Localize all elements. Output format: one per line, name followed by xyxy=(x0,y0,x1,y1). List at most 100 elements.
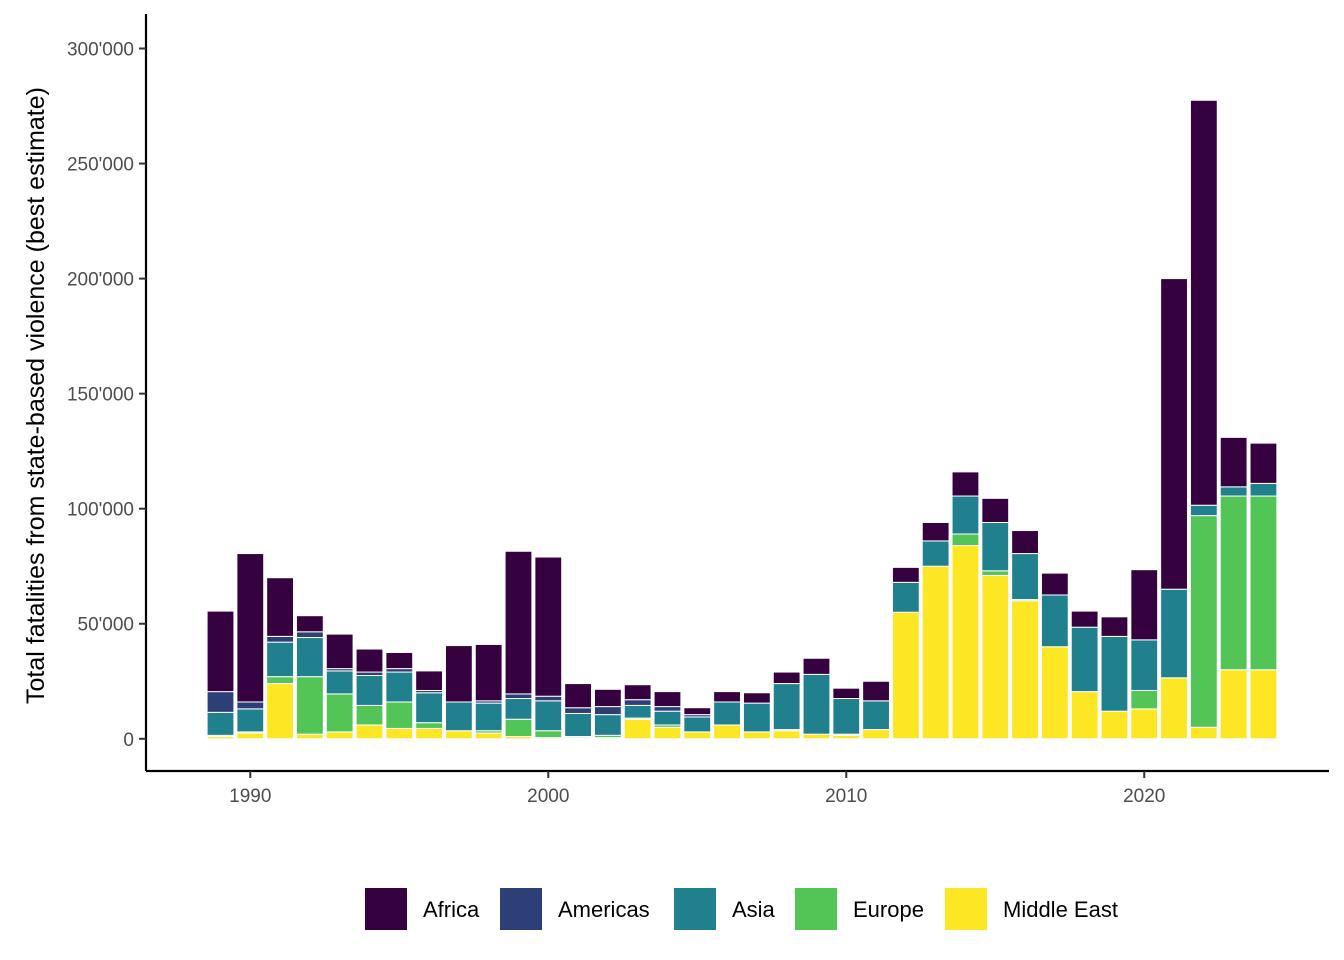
bar-africa-2018 xyxy=(1070,610,1099,628)
x-tick-label: 2010 xyxy=(825,786,867,807)
x-axis-ticks: 1990 2000 2010 2020 xyxy=(229,771,1165,807)
bar-asia-2023 xyxy=(1219,486,1248,497)
bar-middle-east-1991 xyxy=(266,683,294,740)
bar-middle-east-2015 xyxy=(981,574,1010,740)
x-tick-label: 2000 xyxy=(527,786,569,807)
bar-africa-2007 xyxy=(742,692,771,704)
bar-americas-2002 xyxy=(593,706,622,716)
bar-middle-east-2006 xyxy=(713,724,741,740)
legend-swatch-asia xyxy=(674,888,716,930)
bar-middle-east-1997 xyxy=(444,730,473,740)
bar-asia-2011 xyxy=(862,700,890,731)
bar-asia-1999 xyxy=(504,698,533,720)
legend-swatch-middle-east xyxy=(945,888,987,930)
bar-americas-2003 xyxy=(623,699,652,706)
bar-middle-east-1996 xyxy=(415,727,443,740)
bar-asia-2012 xyxy=(891,581,920,613)
y-tick-label: 50'000 xyxy=(78,615,134,636)
bar-asia-2019 xyxy=(1100,635,1129,712)
bar-americas-2000 xyxy=(534,695,563,702)
legend: Africa Americas Asia Europe Middle East xyxy=(365,888,1118,930)
bar-middle-east-2017 xyxy=(1040,646,1069,740)
bar-africa-2016 xyxy=(1011,530,1039,555)
bar-asia-2021 xyxy=(1160,588,1188,679)
bar-middle-east-2021 xyxy=(1160,677,1188,740)
y-tick-label: 300'000 xyxy=(67,40,134,61)
y-axis-title: Total fatalities from state-based violen… xyxy=(22,87,50,704)
bar-africa-2013 xyxy=(921,522,950,542)
bar-asia-2020 xyxy=(1130,639,1159,691)
bar-middle-east-2003 xyxy=(623,718,652,740)
bar-asia-2000 xyxy=(534,700,563,732)
bar-asia-1994 xyxy=(355,675,384,706)
bar-africa-1993 xyxy=(325,633,354,670)
bar-africa-2019 xyxy=(1100,616,1129,637)
bar-asia-2005 xyxy=(683,716,712,733)
bar-middle-east-2013 xyxy=(921,565,950,740)
bar-asia-2001 xyxy=(564,712,592,737)
bar-asia-2009 xyxy=(802,673,831,735)
bar-middle-east-2023 xyxy=(1219,669,1248,740)
bar-americas-2001 xyxy=(564,707,592,714)
bar-africa-1991 xyxy=(266,577,294,637)
bar-asia-2007 xyxy=(742,702,771,733)
bar-africa-2000 xyxy=(534,556,563,697)
bar-europe-2023 xyxy=(1219,495,1248,671)
bar-europe-2000 xyxy=(534,730,563,739)
bar-asia-2013 xyxy=(921,540,950,567)
bar-americas-1999 xyxy=(504,693,533,700)
bar-americas-1992 xyxy=(295,631,324,639)
bar-asia-1998 xyxy=(474,702,503,732)
bar-middle-east-1993 xyxy=(325,731,354,740)
bar-asia-1991 xyxy=(266,641,294,678)
bar-asia-1992 xyxy=(295,637,324,678)
bar-africa-2015 xyxy=(981,497,1010,523)
legend-item-middle-east: Middle East xyxy=(945,888,1118,930)
bar-middle-east-1992 xyxy=(295,733,324,740)
y-tick-label: 150'000 xyxy=(67,385,134,406)
bar-asia-2002 xyxy=(593,714,622,736)
legend-label-middle-east: Middle East xyxy=(1003,897,1118,922)
bar-africa-1995 xyxy=(385,652,414,670)
bar-africa-2002 xyxy=(593,688,622,708)
bar-africa-2023 xyxy=(1219,436,1248,488)
bar-africa-1997 xyxy=(444,645,473,703)
bar-asia-1996 xyxy=(415,692,443,724)
bar-middle-east-2014 xyxy=(951,545,980,740)
bar-middle-east-1995 xyxy=(385,727,414,740)
bar-europe-1992 xyxy=(295,676,324,735)
bar-africa-2003 xyxy=(623,684,652,701)
bar-middle-east-2005 xyxy=(683,731,712,740)
bar-middle-east-2016 xyxy=(1011,600,1039,740)
bar-americas-1991 xyxy=(266,635,294,643)
bar-middle-east-1994 xyxy=(355,724,384,740)
bar-europe-2014 xyxy=(951,533,980,547)
bar-asia-2004 xyxy=(653,710,682,726)
bar-americas-2004 xyxy=(653,706,682,712)
bar-europe-1991 xyxy=(266,676,294,685)
bar-europe-2015 xyxy=(981,570,1010,576)
bar-africa-2017 xyxy=(1040,572,1069,596)
bar-africa-2014 xyxy=(951,471,980,497)
bar-asia-2008 xyxy=(772,683,801,731)
bar-asia-2010 xyxy=(832,698,861,735)
bar-middle-east-2019 xyxy=(1100,710,1129,740)
bar-africa-2020 xyxy=(1130,569,1159,641)
bar-europe-1996 xyxy=(415,722,443,729)
bar-asia-2014 xyxy=(951,495,980,535)
bar-middle-east-1998 xyxy=(474,732,503,740)
bar-europe-1999 xyxy=(504,718,533,737)
bar-middle-east-2024 xyxy=(1249,669,1278,740)
legend-item-asia: Asia xyxy=(674,888,776,930)
legend-swatch-europe xyxy=(795,888,837,930)
bar-africa-1990 xyxy=(236,553,265,703)
bar-africa-1994 xyxy=(355,648,384,673)
bar-middle-east-2008 xyxy=(772,730,801,740)
legend-item-americas: Americas xyxy=(500,888,650,930)
bar-middle-east-2009 xyxy=(802,733,831,740)
bar-middle-east-2010 xyxy=(832,734,861,740)
bar-africa-2024 xyxy=(1249,442,1278,484)
bar-asia-2015 xyxy=(981,522,1010,572)
y-tick-label: 200'000 xyxy=(67,270,134,291)
